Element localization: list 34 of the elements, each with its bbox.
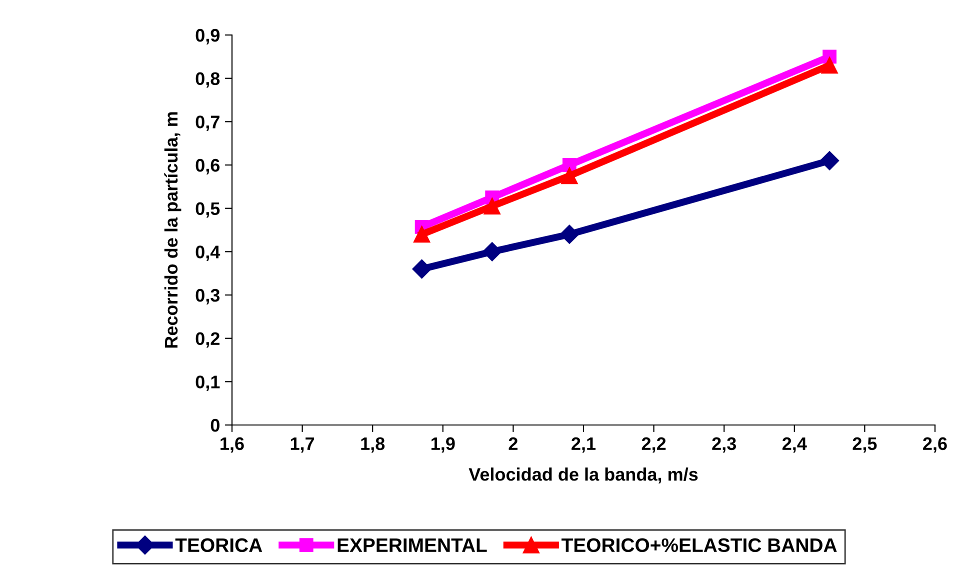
x-tick-label: 2,3 (712, 437, 736, 453)
point (821, 57, 838, 74)
x-tick-label: 2 (508, 437, 518, 450)
x-tick-label: 2,4 (782, 437, 807, 453)
x-tick-label: 1,7 (290, 437, 314, 453)
x-tick-label: 2,5 (852, 437, 877, 453)
point (412, 259, 432, 279)
point (820, 151, 840, 170)
point (484, 198, 500, 214)
legend-label: TEORICO+%ELASTIC BANDA (562, 538, 837, 552)
y-tick-label: 0,3 (196, 288, 220, 304)
y-tick-label: 0,9 (196, 28, 220, 44)
y-tick-label: 0,5 (196, 202, 220, 218)
y-tick-label: 0,6 (196, 158, 220, 174)
y-tick-label: 0,8 (196, 72, 220, 88)
point (413, 226, 430, 243)
x-tick-label: 2,6 (923, 437, 947, 453)
x-tick-label: 1,6 (220, 437, 244, 453)
x-tick-label: 1,9 (431, 437, 455, 453)
point (560, 224, 579, 244)
y-axis-title: Recorrido de la partícula, m (164, 112, 182, 348)
y-tick-label: 0,7 (196, 116, 220, 132)
legend-label: TEORICA (175, 538, 262, 552)
y-tick-label: 0,4 (196, 246, 220, 262)
legend-label: EXPERIMENTAL (338, 538, 487, 552)
x-axis-title: Velocidad de la banda, m/s (468, 468, 698, 484)
x-tick-label: 2,1 (572, 437, 596, 453)
y-tick-label: 0,2 (196, 332, 220, 348)
point (561, 168, 578, 184)
point (482, 242, 502, 262)
x-tick-label: 1,8 (361, 437, 385, 453)
x-tick-label: 2,2 (642, 437, 666, 453)
y-tick-label: 0 (210, 418, 220, 432)
y-tick-label: 0,1 (196, 376, 220, 392)
